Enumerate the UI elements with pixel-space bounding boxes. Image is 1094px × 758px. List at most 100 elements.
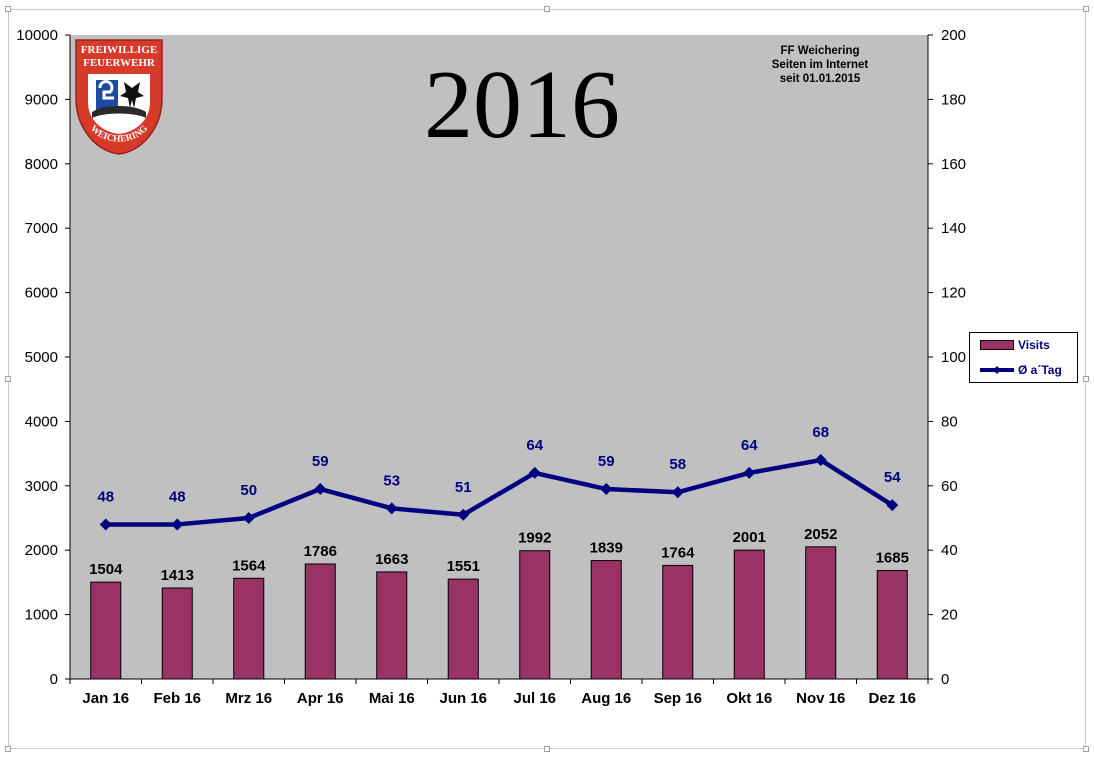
line-avg-marker xyxy=(99,518,112,531)
x-axis-tick-label: Okt 16 xyxy=(726,690,772,707)
resize-handle-bottom-left[interactable] xyxy=(5,746,11,752)
bar-visits xyxy=(805,546,837,680)
left-axis-tick-label: 10000 xyxy=(16,27,58,44)
x-axis-tick-label: Jan 16 xyxy=(82,690,129,707)
line-avg-marker xyxy=(743,466,756,479)
legend-item-visits: Visits xyxy=(980,335,1050,355)
x-axis-tick-label: Nov 16 xyxy=(796,690,845,707)
bar-data-label: 2052 xyxy=(804,526,837,543)
x-axis-tick-label: Dez 16 xyxy=(868,690,916,707)
bar-data-label: 1564 xyxy=(232,557,266,574)
line-data-label: 59 xyxy=(598,453,615,470)
legend-item-avg: Ø a´Tag xyxy=(980,360,1062,380)
line-data-label: 51 xyxy=(455,479,472,496)
left-axis-tick-label: 1000 xyxy=(25,607,58,624)
resize-handle-top-left[interactable] xyxy=(5,6,11,12)
bar-data-label: 1413 xyxy=(161,567,194,584)
subtitle-line-1: FF Weichering xyxy=(780,45,859,57)
line-avg-marker xyxy=(385,502,398,515)
line-series-avg xyxy=(99,454,899,531)
x-axis-tick-label: Feb 16 xyxy=(153,690,201,707)
bar-data-label: 1839 xyxy=(590,540,623,557)
line-data-label: 59 xyxy=(312,453,329,470)
right-axis-tick-label: 60 xyxy=(941,478,958,495)
fire-brigade-logo: FREIWILLIGE FEUERWEHR WEICHERING xyxy=(75,39,163,155)
bar-data-label: 1992 xyxy=(518,530,551,547)
legend: Visits Ø a´Tag xyxy=(969,332,1078,383)
left-axis-tick-label: 7000 xyxy=(25,220,58,237)
bar-visits xyxy=(233,577,265,680)
right-axis-tick-label: 160 xyxy=(941,156,966,173)
left-axis-tick-label: 2000 xyxy=(25,542,58,559)
bar-visits xyxy=(733,549,765,680)
subtitle-line-2: Seiten im Internet xyxy=(772,59,869,71)
bar-visits xyxy=(662,564,694,680)
bar-visits xyxy=(447,578,479,680)
left-axis: 0 1000 2000 3000 4000 5000 6000 7000 8000 9000 100… xyxy=(16,27,71,688)
right-axis-tick-label: 80 xyxy=(941,413,958,430)
plot-area xyxy=(70,35,928,679)
bar-visits xyxy=(376,571,408,680)
bar-visits xyxy=(590,560,622,680)
bar-visits xyxy=(304,563,336,680)
bar-data-label: 1504 xyxy=(89,561,123,578)
line-data-label: 64 xyxy=(741,437,758,454)
x-axis-tick-label: Sep 16 xyxy=(654,690,702,707)
legend-label-visits: Visits xyxy=(1018,338,1050,352)
line-data-label: 54 xyxy=(884,469,901,486)
line-avg-path xyxy=(105,457,894,527)
line-data-label: 48 xyxy=(97,488,114,505)
right-axis: 0 20 40 60 80 100 120 140 160 180 200 xyxy=(927,27,966,688)
line-avg-marker xyxy=(314,483,327,496)
line-data-label: 53 xyxy=(383,472,400,489)
chart-title: 2016 xyxy=(424,51,620,159)
resize-handle-top[interactable] xyxy=(544,6,550,12)
x-axis-tick-label: Mrz 16 xyxy=(225,690,272,707)
subtitle-line-3: seit 01.01.2015 xyxy=(780,73,861,85)
resize-handle-left[interactable] xyxy=(5,376,11,382)
chart-subtitle: FF Weichering Seiten im Internet seit 01… xyxy=(772,45,869,85)
right-axis-tick-label: 20 xyxy=(941,607,958,624)
line-data-label: 58 xyxy=(669,456,686,473)
left-axis-tick-label: 6000 xyxy=(25,285,58,302)
right-axis-tick-label: 0 xyxy=(941,671,949,688)
bar-visits xyxy=(519,550,551,680)
left-axis-tick-label: 4000 xyxy=(25,413,58,430)
left-axis-tick-label: 9000 xyxy=(25,91,58,108)
x-axis-tick-label: Jun 16 xyxy=(439,690,487,707)
bar-data-label: 1764 xyxy=(661,544,695,561)
line-avg-marker xyxy=(242,512,255,524)
legend-swatch-visits xyxy=(980,340,1014,350)
bar-visits xyxy=(876,569,908,680)
right-axis-tick-label: 140 xyxy=(941,220,966,237)
resize-handle-top-right[interactable] xyxy=(1083,6,1089,12)
x-axis-tick-label: Aug 16 xyxy=(581,690,631,707)
legend-label-avg: Ø a´Tag xyxy=(1018,363,1062,377)
left-axis-tick-label: 3000 xyxy=(25,478,58,495)
resize-handle-bottom-right[interactable] xyxy=(1083,746,1089,752)
line-avg-marker xyxy=(671,486,684,499)
bar-data-labels: 1504 1413 1564 1786 1663 1551 1992 1839 1764 2001… xyxy=(89,526,909,584)
line-avg-marker xyxy=(528,466,541,479)
bar-visits xyxy=(90,581,122,680)
right-axis-tick-label: 180 xyxy=(941,91,966,108)
resize-handle-right[interactable] xyxy=(1083,376,1089,382)
logo-line-1: FREIWILLIGE xyxy=(81,44,157,56)
right-axis-tick-label: 40 xyxy=(941,542,958,559)
line-data-label: 68 xyxy=(812,424,829,441)
resize-handle-bottom[interactable] xyxy=(544,746,550,752)
line-data-label: 48 xyxy=(169,488,186,505)
left-axis-tick-label: 8000 xyxy=(25,156,58,173)
line-data-label: 64 xyxy=(526,437,543,454)
bar-data-label: 1551 xyxy=(447,558,480,575)
line-avg-marker xyxy=(886,499,899,512)
right-axis-tick-label: 200 xyxy=(941,27,966,44)
bar-visits xyxy=(161,587,193,680)
line-avg-marker xyxy=(171,518,184,531)
line-avg-marker xyxy=(600,483,613,496)
right-axis-tick-label: 100 xyxy=(941,349,966,366)
line-avg-marker xyxy=(814,454,827,467)
x-axis: Jan 16 Feb 16 Mrz 16 Apr 16 Mai 16 Jun 16 Jul … xyxy=(69,678,929,707)
line-avg-marker xyxy=(457,508,470,521)
